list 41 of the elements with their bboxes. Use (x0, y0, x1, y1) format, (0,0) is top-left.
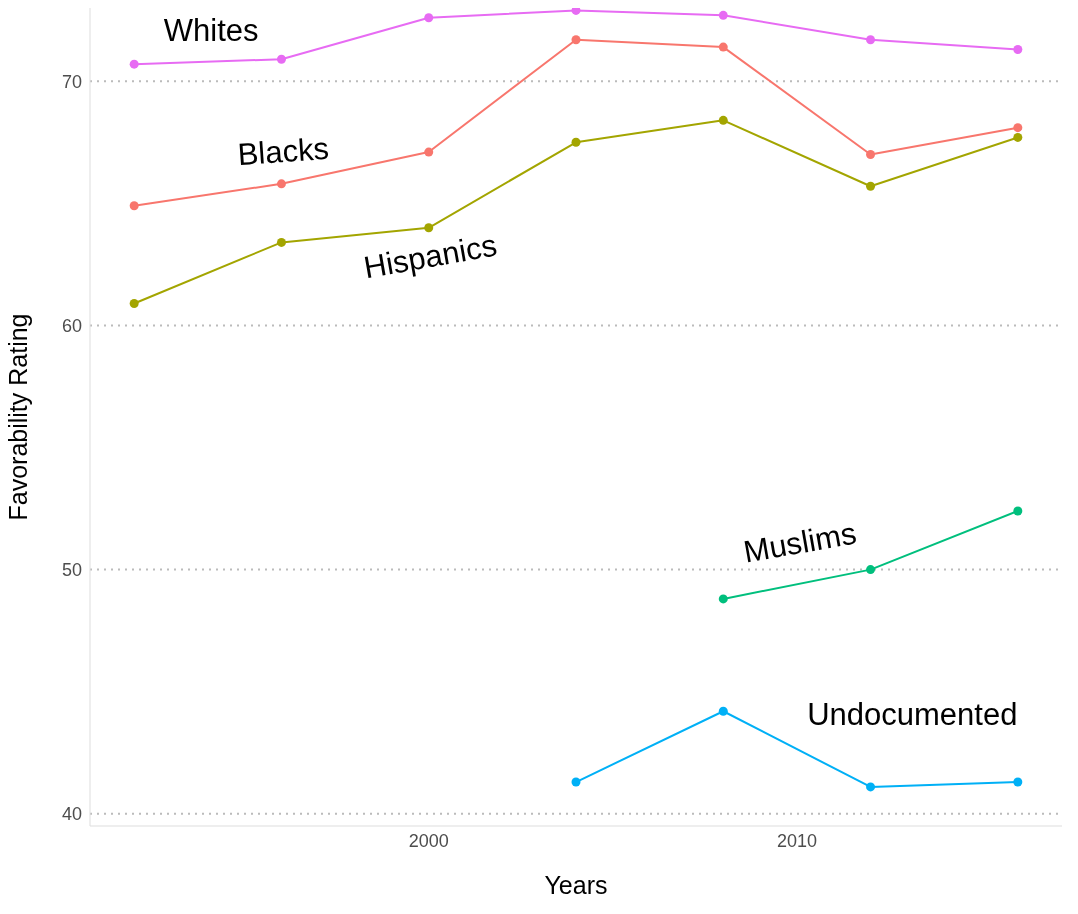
point (276, 54, 286, 64)
y-tick-label: 40 (61, 804, 82, 825)
series-label: Undocumented (807, 697, 1018, 733)
point (571, 777, 581, 787)
point (718, 115, 728, 125)
point (866, 150, 876, 160)
y-tick-label: 70 (61, 71, 82, 92)
point (424, 147, 434, 157)
point (129, 59, 139, 69)
point (276, 237, 286, 247)
point (129, 201, 139, 211)
series-label: Whites (163, 13, 259, 49)
point (424, 223, 434, 233)
point (866, 35, 876, 45)
x-axis-title: Years (544, 871, 608, 899)
point (1013, 45, 1023, 55)
point (129, 298, 139, 308)
y-tick-label: 60 (61, 315, 82, 336)
point (866, 181, 876, 191)
point (718, 10, 728, 20)
point (571, 35, 581, 45)
x-tick-label: 2010 (776, 830, 817, 851)
point (276, 179, 286, 189)
point (424, 13, 434, 23)
text: Muslims (740, 515, 859, 570)
x-tick-label: 2000 (408, 830, 449, 851)
point (718, 594, 728, 604)
series-label: Blacks (236, 130, 331, 173)
point (866, 782, 876, 792)
point (718, 42, 728, 52)
point (718, 706, 728, 716)
point (866, 565, 876, 575)
point (1013, 777, 1023, 787)
point (1013, 123, 1023, 133)
point (571, 137, 581, 147)
point (1013, 132, 1023, 142)
point (1013, 506, 1023, 516)
y-axis-title: Favorability Rating (3, 313, 32, 521)
text: Hispanics (361, 227, 500, 286)
y-tick-label: 50 (61, 560, 82, 580)
point (571, 8, 581, 15)
